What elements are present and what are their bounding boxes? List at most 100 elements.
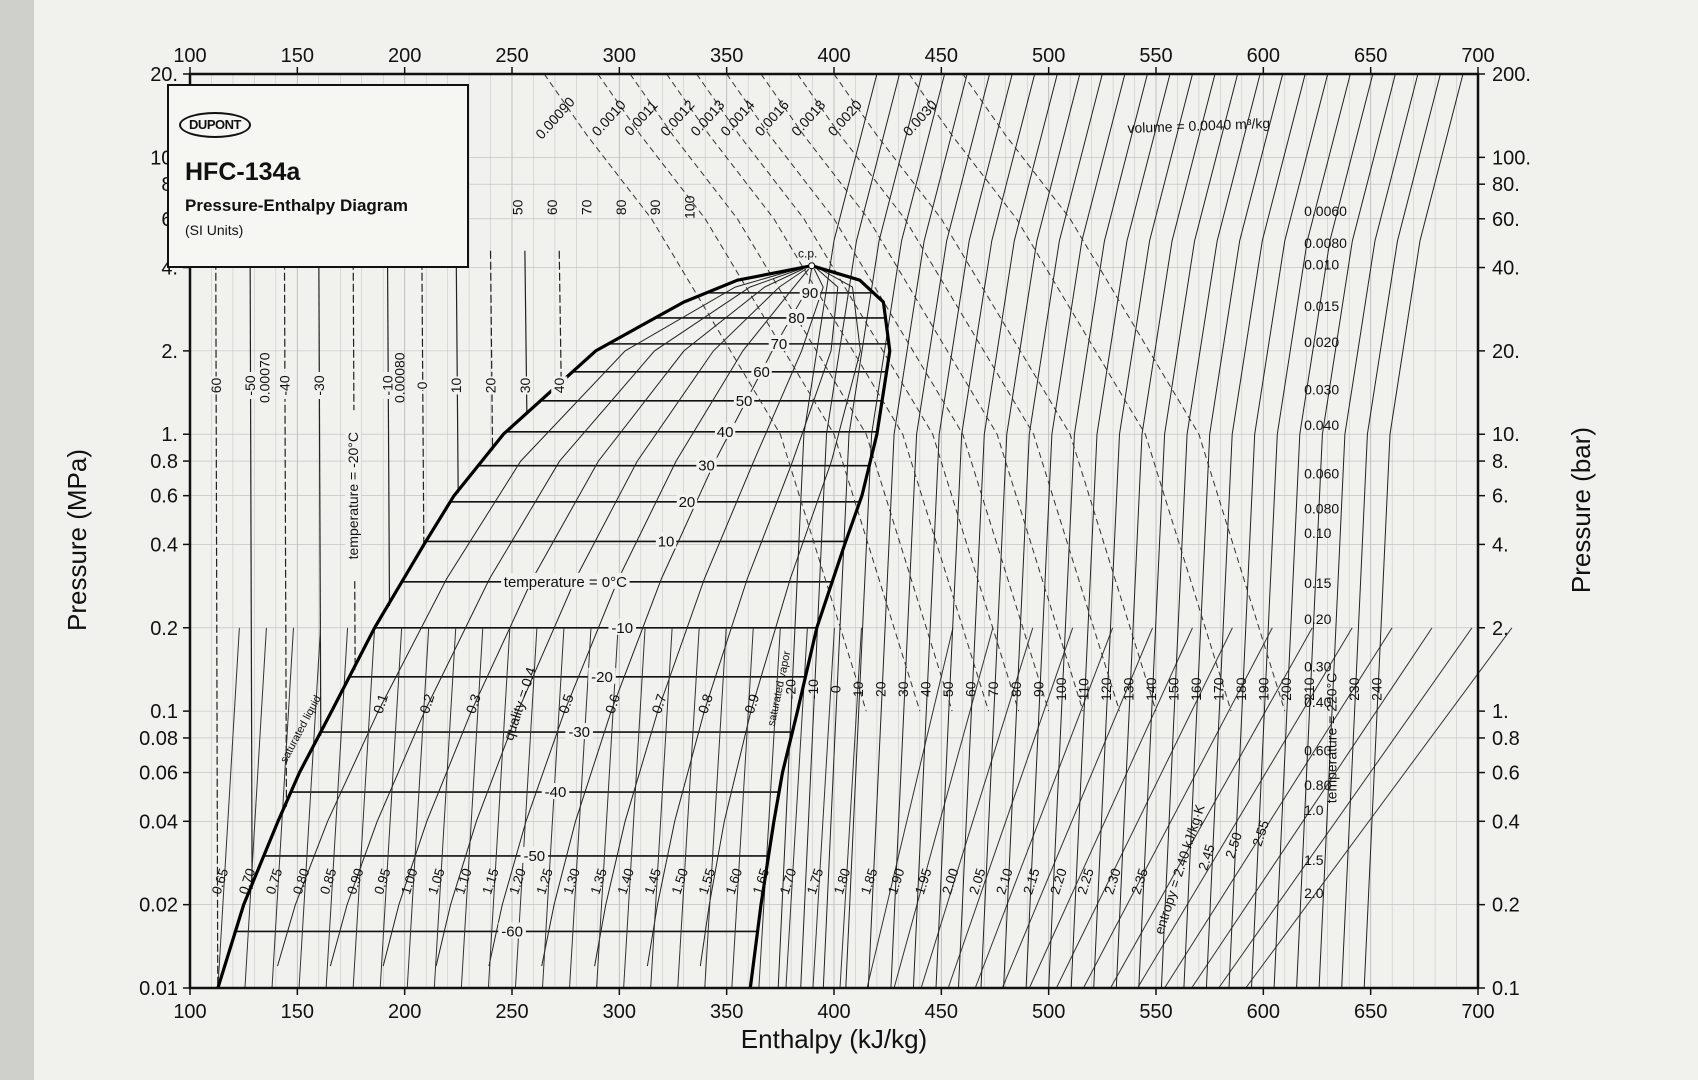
entropy-label: 1.75 <box>804 867 826 897</box>
vapor-temp-label: 80 <box>1008 681 1024 697</box>
vapor-isotherm-line <box>1341 73 1441 989</box>
y-tick-label-right: 40. <box>1492 258 1520 280</box>
saturated-liquid-label: saturated liquid <box>278 693 324 765</box>
vapor-temp-label: 100 <box>1053 677 1069 701</box>
isotherm-label: 90 <box>802 285 819 302</box>
vapor-isotherm-line <box>1318 73 1419 989</box>
x-tick-label-bottom: 450 <box>925 1001 958 1023</box>
y-tick-label-left: 2. <box>161 341 178 363</box>
liquid-volume-label: 0.00070 <box>256 352 272 403</box>
saturation-dome <box>216 262 892 989</box>
vapor-isotherm-line <box>935 73 1036 989</box>
x-tick-label-bottom: 550 <box>1139 1001 1172 1023</box>
liquid-temp-label: 0 <box>414 381 430 389</box>
vapor-temp-label: 30 <box>895 681 911 697</box>
vapor-temp-label: 110 <box>1075 678 1091 701</box>
x-tick-label-top: 100 <box>173 45 206 67</box>
vapor-temp-label: 180 <box>1233 677 1249 701</box>
vapor-temp-label: 50 <box>940 681 956 697</box>
entropy-label: 0.65 <box>209 867 231 897</box>
vapor-temp-label: 90 <box>1030 681 1046 697</box>
entropy-label: 1.00 <box>398 867 420 897</box>
entropy-line <box>893 627 994 989</box>
liquid-temp-label-bg <box>379 371 396 399</box>
y-tick-label-left: 0.8 <box>150 451 178 473</box>
chart-axes: 1001001501502002002502503003003503504004… <box>62 45 1596 1054</box>
vapor-temp-label: 120 <box>1098 677 1114 701</box>
x-tick-label-top: 650 <box>1354 45 1387 67</box>
liquid-temp-label: 10 <box>448 377 464 393</box>
entropy-label: 0.95 <box>371 867 393 897</box>
liquid-temp-label-bg <box>310 371 327 399</box>
entropy-line <box>217 627 240 989</box>
entropy-line <box>839 627 862 989</box>
entropy-line <box>1110 627 1313 989</box>
liquid-temp-label-bg <box>551 376 568 395</box>
volume-right-label: 0.020 <box>1304 334 1339 350</box>
dupont-logo: DUPONT <box>179 112 251 138</box>
entropy-line <box>650 627 673 989</box>
y-tick-label-right: 8. <box>1492 451 1509 473</box>
liquid-temp-label: temperature = -20°C <box>345 432 361 559</box>
y-tick-label-left: 0.2 <box>150 618 178 640</box>
entropy-line <box>623 627 646 989</box>
entropy-line <box>920 627 1034 989</box>
vapor-temp-label: 60 <box>963 681 979 697</box>
liquid-isotherm-line <box>558 250 562 384</box>
entropy-line <box>974 627 1114 989</box>
isotherm-label-bg <box>655 532 677 549</box>
quality-line <box>646 268 839 967</box>
liquid-isotherm-line <box>318 250 322 736</box>
quality-line <box>329 268 801 967</box>
volume-right-label: 0.60 <box>1304 743 1331 759</box>
volume-right-label: 1.5 <box>1304 852 1324 868</box>
x-tick-label-top: 150 <box>281 45 314 67</box>
vapor-temp-label: 160 <box>1188 677 1204 701</box>
y-tick-label-left: 0.02 <box>139 895 178 917</box>
volume-line <box>629 73 953 712</box>
vapor-isotherm-line <box>912 73 1013 989</box>
isotherm-label-bg <box>565 723 593 740</box>
quality-label: 0.7 <box>648 692 669 716</box>
quality-line <box>594 268 824 967</box>
isotherm-label-bg <box>733 391 755 408</box>
entropy-line <box>1028 627 1193 989</box>
entropy-label: 1.25 <box>533 867 555 897</box>
isotherm-label: 20 <box>679 494 696 511</box>
vapor-isotherm-line <box>777 73 878 989</box>
x-tick-label-bottom: 500 <box>1032 1001 1065 1023</box>
entropy-label: 1.95 <box>912 867 934 897</box>
liquid-temp-label-bg <box>516 376 533 395</box>
x-tick-label-bottom: 350 <box>710 1001 743 1023</box>
y-tick-label-left: 0.6 <box>150 486 178 508</box>
volume-right-label: 0.40 <box>1304 694 1331 710</box>
liquid-isotherm-line <box>489 250 494 451</box>
liquid-isotherm-line <box>215 250 219 989</box>
entropy-label: 0.75 <box>263 867 285 897</box>
entropy-line <box>704 627 727 989</box>
photo-shadow-edge <box>0 0 34 1080</box>
y-tick-label-right: 0.4 <box>1492 811 1520 833</box>
quality-label: 0.3 <box>463 692 484 716</box>
isotherm-label-bg <box>696 456 717 473</box>
y-tick-label-right: 6. <box>1492 486 1509 508</box>
entropy-label: 2.55 <box>1250 819 1272 849</box>
vapor-isotherm-line <box>1160 73 1261 989</box>
vapor-temp-label: 170 <box>1211 677 1227 701</box>
entropy-label: 1.50 <box>669 867 691 897</box>
isotherm-label: 10 <box>658 533 675 550</box>
isotherm-label-bg <box>751 362 772 379</box>
critical-point-label: c.p. <box>798 247 817 261</box>
vapor-temp-label: 70 <box>985 681 1001 697</box>
liquid-temp-label-bg <box>482 376 499 395</box>
y-tick-label-right: 10. <box>1492 424 1520 446</box>
volume-right-label: 0.20 <box>1304 611 1331 627</box>
entropy-line <box>1055 627 1233 989</box>
isotherm-label: 80 <box>788 310 805 327</box>
liquid-volume-label: 0.00080 <box>392 352 408 403</box>
vapor-isotherm-line <box>1115 73 1216 989</box>
y-tick-label-right: 0.2 <box>1492 895 1520 917</box>
entropy-label: 1.65 <box>750 867 772 897</box>
top-density-label: 50 <box>510 199 526 215</box>
